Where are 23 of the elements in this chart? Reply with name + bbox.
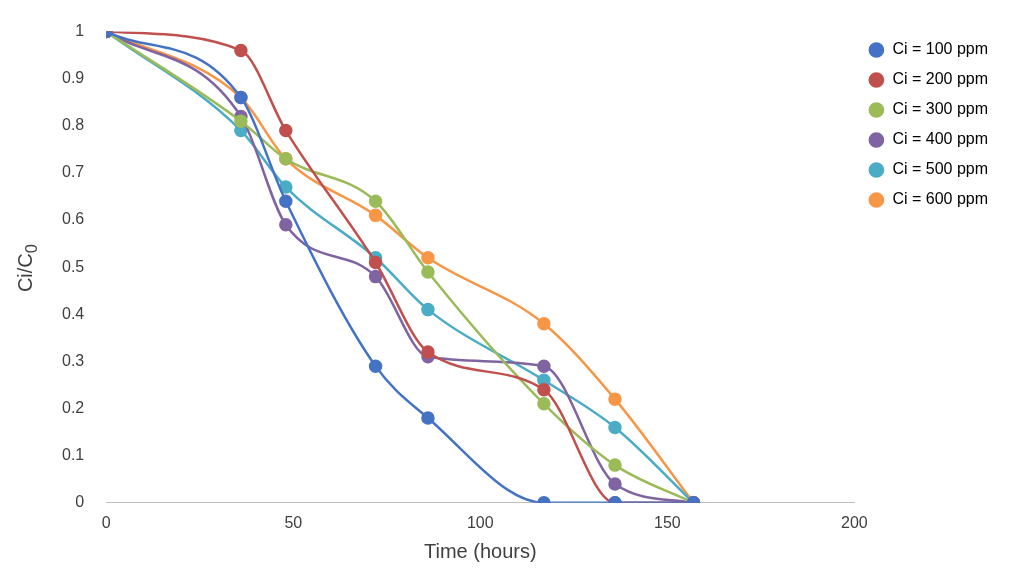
y-tick-label: 0.7 xyxy=(61,163,85,181)
y-tick-label: 0.4 xyxy=(61,304,85,322)
y-tick-label: 0.1 xyxy=(61,446,85,464)
legend-label: Ci = 500 ppm xyxy=(892,160,988,178)
y-tick-label: 0.8 xyxy=(61,116,85,134)
legend-label: Ci = 200 ppm xyxy=(892,70,988,88)
x-tick-label: 50 xyxy=(284,513,303,531)
y-tick-label: 0.6 xyxy=(61,210,85,228)
x-tick-label: 100 xyxy=(466,513,494,531)
x-tick-label: 0 xyxy=(101,513,111,531)
y-tick-label: 0.5 xyxy=(61,257,85,275)
legend-label: Ci = 600 ppm xyxy=(892,190,988,208)
legend-label: Ci = 100 ppm xyxy=(892,40,988,58)
x-axis-title: Time (hours) xyxy=(424,539,537,562)
legend-label: Ci = 300 ppm xyxy=(892,100,988,118)
y-tick-label: 1 xyxy=(75,22,85,40)
x-tick-label: 200 xyxy=(841,513,868,531)
y-tick-label: 0.9 xyxy=(61,69,85,87)
y-tick-label: 0 xyxy=(75,493,85,511)
y-tick-label: 0.2 xyxy=(61,398,85,416)
y-tick-label: 0.3 xyxy=(61,351,85,369)
legend-label: Ci = 400 ppm xyxy=(892,130,988,148)
x-tick-label: 150 xyxy=(654,513,681,531)
